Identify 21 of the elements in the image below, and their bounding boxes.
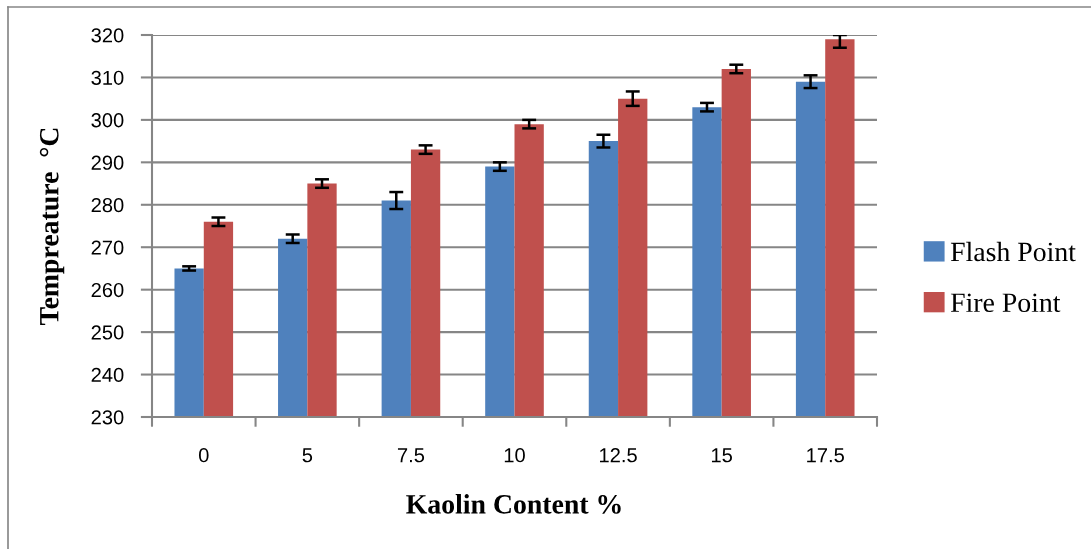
y-tick-label: 230 [91,410,124,425]
y-tick-label: 250 [91,325,124,340]
x-tick-label: 12.5 [600,448,637,463]
x-tick-label: 10 [504,448,525,463]
y-tick-label: 300 [91,113,124,128]
y-tick-label: 310 [91,70,124,85]
y-tick-label: 280 [91,198,124,213]
y-axis-title: Tempreature °C [39,128,65,326]
y-tick-label: 270 [91,240,124,255]
legend-label: Fire Point [950,293,1061,313]
x-tick-label: 17.5 [807,448,844,463]
y-tick-label: 240 [91,367,124,383]
x-tick-label: 15 [711,448,732,463]
x-tick-label: 7.5 [397,448,425,463]
x-axis-title: Kaolin Content % [406,494,621,514]
x-tick-label: 0 [198,448,209,463]
y-tick-label: 320 [91,28,124,43]
y-tick-label: 260 [91,282,124,298]
x-tick-label: 5 [302,448,313,463]
legend-label: Flash Point [950,241,1076,262]
y-tick-label: 290 [91,155,124,170]
